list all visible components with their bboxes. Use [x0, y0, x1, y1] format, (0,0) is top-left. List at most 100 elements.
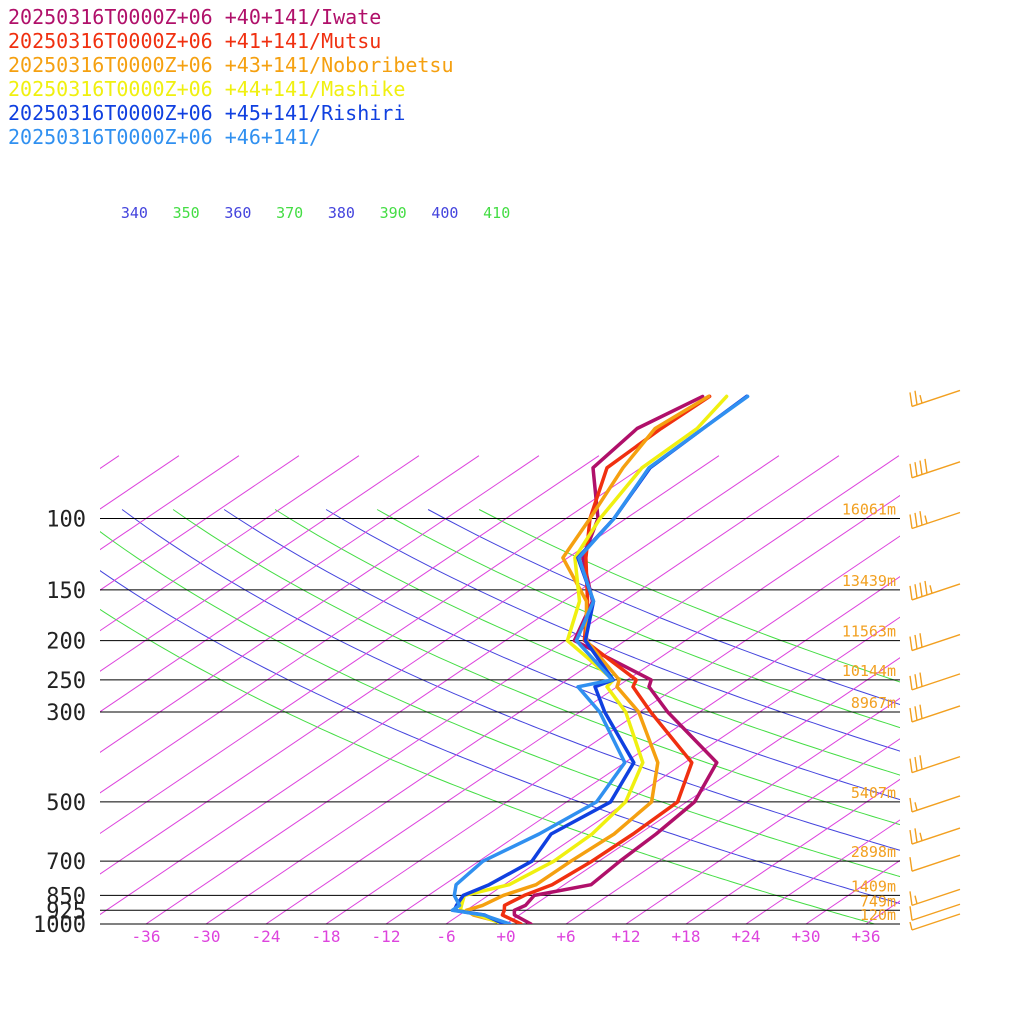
isotherm-line: [100, 455, 300, 591]
isotherm-lines: [100, 455, 1024, 924]
dry-adiabat-line: [478, 509, 900, 683]
wind-barb-flag: [909, 707, 913, 723]
isotherm-line: [445, 616, 900, 924]
isotherm-line: [565, 697, 900, 924]
wind-barb-flag: [909, 585, 913, 601]
wind-barb: [909, 903, 961, 921]
isotherm-line: [100, 455, 480, 713]
isobar-lines: [100, 518, 900, 925]
wind-barb-flag: [914, 895, 918, 904]
wind-barb: [909, 580, 961, 601]
isotherm-line: [745, 819, 900, 924]
wind-barb-flag: [919, 704, 923, 719]
wind-barb-flag: [914, 756, 918, 772]
wind-barb-staff: [911, 511, 961, 530]
height-label: 16061m: [842, 501, 896, 519]
wind-barbs: [909, 389, 961, 931]
wind-barb-staff: [911, 755, 961, 774]
wind-barb-flag: [909, 514, 913, 529]
height-label: 5407m: [851, 784, 896, 802]
wind-barb: [909, 913, 961, 931]
isotherm-line: [685, 778, 900, 924]
isotherm-line: [100, 455, 180, 510]
height-label: 13439m: [842, 572, 896, 590]
wind-barb: [909, 704, 961, 723]
wind-barb-flag: [929, 585, 933, 594]
profile-line: [452, 394, 749, 924]
theta-label: 340: [121, 204, 148, 222]
wind-barb: [909, 672, 961, 691]
temperature-tick-label: -6: [436, 927, 455, 946]
legend-entry: 20250316T0000Z+06 +43+141/Noboribetsu: [8, 53, 454, 77]
dry-adiabat-line: [223, 509, 900, 801]
wind-barb-staff: [911, 705, 961, 723]
wind-barb-flag: [924, 580, 928, 596]
wind-barb-flag: [909, 921, 913, 931]
wind-barb-staff: [911, 854, 961, 872]
temperature-tick-label: -36: [132, 927, 161, 946]
temperature-tick-label: +12: [612, 927, 641, 946]
wind-barb-staff: [911, 903, 961, 921]
pressure-label: 250: [46, 669, 86, 694]
wind-barb-flag: [919, 460, 923, 475]
temperature-tick-label: +18: [672, 927, 701, 946]
wind-barb-flag: [919, 672, 923, 687]
wind-barb-flag: [909, 463, 913, 478]
isotherm-line: [100, 455, 720, 875]
wind-barb-flag: [924, 515, 928, 524]
height-label: 2898m: [851, 843, 896, 861]
pressure-label: 500: [46, 791, 86, 816]
wind-barb-flag: [919, 755, 923, 770]
isotherm-line: [805, 859, 900, 924]
wind-barb-flag: [914, 512, 918, 527]
wind-barb: [909, 795, 961, 813]
isotherm-line: [100, 455, 360, 632]
wind-barb-flag: [919, 394, 923, 404]
isotherm-line: [145, 455, 840, 924]
legend-entry: 20250316T0000Z+06 +41+141/Mutsu: [8, 29, 381, 53]
pressure-label: 1000: [33, 913, 86, 938]
wind-barb-flag: [909, 797, 913, 813]
temperature-tick-label: +36: [852, 927, 881, 946]
isotherm-line: [100, 455, 540, 753]
dry-adiabat-line: [172, 509, 900, 826]
wind-barb-flag: [914, 706, 918, 721]
height-label: 11563m: [842, 623, 896, 641]
legend: 20250316T0000Z+06 +40+141/Iwate20250316T…: [8, 5, 454, 149]
wind-barb: [909, 389, 961, 408]
theta-label: 360: [224, 204, 251, 222]
isotherm-line: [926, 456, 1024, 924]
wind-barb-staff: [911, 389, 961, 408]
wind-barb-flag: [909, 675, 913, 690]
wind-barb-staff: [911, 888, 961, 907]
isotherm-line: [325, 535, 900, 924]
wind-barb-flag: [914, 390, 918, 405]
wind-barb-staff: [911, 795, 961, 813]
wind-barb: [909, 511, 961, 530]
pressure-label: 200: [46, 630, 86, 655]
wind-barb-staff: [911, 633, 961, 652]
temperature-tick-label: -24: [252, 927, 281, 946]
theta-label: 350: [173, 204, 200, 222]
wind-barb-flag: [914, 674, 918, 689]
theta-label: 370: [276, 204, 303, 222]
wind-barb-flag: [919, 832, 923, 841]
wind-barb-flag: [909, 857, 913, 872]
wind-barb: [909, 458, 961, 479]
dry-adiabat-line: [121, 509, 900, 851]
wind-barb-staff: [911, 461, 961, 479]
wind-barb: [909, 755, 961, 774]
temperature-tick-label: -18: [312, 927, 341, 946]
axis-labels: 100 16061m 150 13439m 200 11563m 250 10144m 300 8…: [33, 204, 896, 946]
wind-barb-flag: [919, 511, 923, 526]
temperature-profiles: [450, 394, 750, 924]
legend-entry: 20250316T0000Z+06 +40+141/Iwate: [8, 5, 381, 29]
theta-label: 400: [431, 204, 458, 222]
dry-adiabat-line: [100, 530, 900, 878]
temperature-tick-label: -30: [192, 927, 221, 946]
wind-barb-flag: [924, 458, 928, 473]
wind-barb-flag: [909, 829, 913, 845]
isotherm-line: [100, 455, 240, 551]
theta-label: 410: [483, 204, 510, 222]
